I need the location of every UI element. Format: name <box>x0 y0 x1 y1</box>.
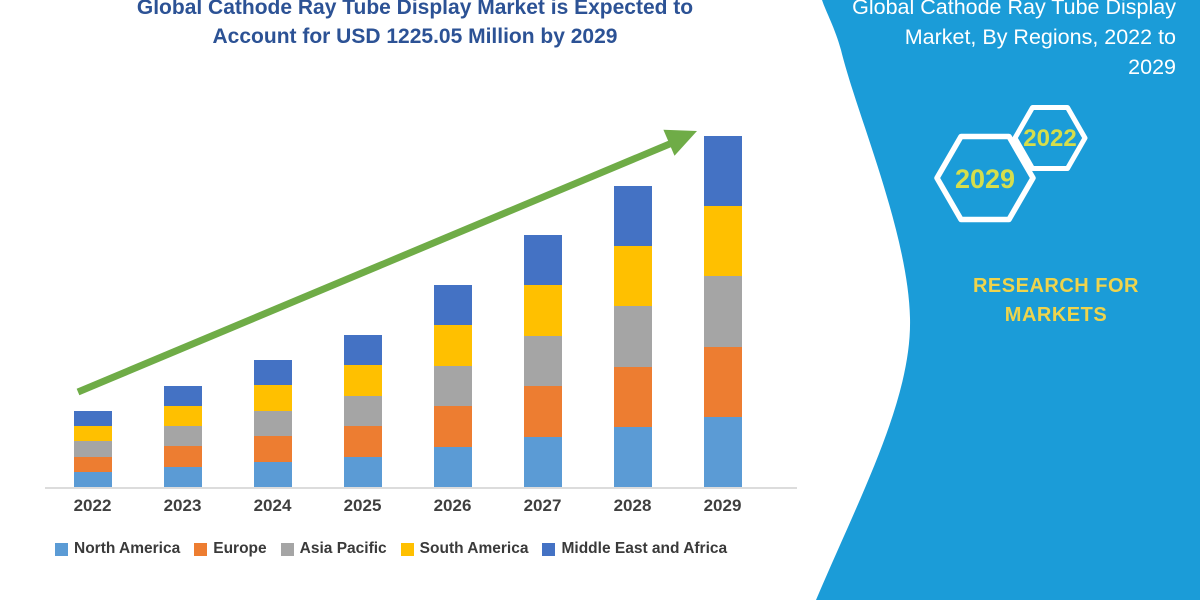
bar-2028-segment-asia-pacific <box>613 306 652 367</box>
bar-2027-segment-middle-east-and-africa <box>523 235 562 286</box>
bar-2029-segment-south-america <box>703 206 742 277</box>
bar-2026-segment-asia-pacific <box>433 365 472 407</box>
bar-2026-segment-middle-east-and-africa <box>433 285 472 326</box>
legend-label: Europe <box>213 540 267 557</box>
bar-2027-segment-europe <box>523 386 562 437</box>
bar-2028-segment-europe <box>613 366 652 427</box>
brand-line2: MARKETS <box>1004 304 1108 326</box>
bar-2029-segment-north-america <box>703 416 742 487</box>
legend-label: Middle East and Africa <box>561 540 728 557</box>
bar-2023-segment-europe <box>163 446 202 467</box>
legend-swatch-icon <box>55 542 68 556</box>
bar-2026-segment-north-america <box>433 446 472 487</box>
bar-2025-segment-south-america <box>343 365 382 396</box>
x-axis-label-2022: 2022 <box>73 496 112 515</box>
bar-2029-segment-middle-east-and-africa <box>703 136 742 207</box>
bar-2023 <box>163 385 202 487</box>
trend-arrow-shaft <box>76 139 674 396</box>
bar-2025 <box>343 335 382 487</box>
bar-2024 <box>253 359 292 487</box>
bar-2028 <box>613 186 652 487</box>
bar-2027 <box>523 235 562 487</box>
bar-2029-segment-asia-pacific <box>703 276 742 347</box>
x-axis-label-2023: 2023 <box>163 496 202 515</box>
bar-2026 <box>433 285 472 487</box>
bar-2023-segment-middle-east-and-africa <box>163 385 202 406</box>
bar-2024-segment-europe <box>253 436 292 462</box>
hexagon-2029-label: 2029 <box>955 164 1015 194</box>
bar-2028-segment-north-america <box>613 426 652 487</box>
chart-title: Global Cathode Ray Tube Display Market i… <box>65 0 765 51</box>
bar-2025-segment-north-america <box>343 456 382 487</box>
panel-heading-line1: Global Cathode Ray Tube Display <box>852 0 1176 19</box>
bar-2022-segment-north-america <box>73 471 112 487</box>
chart-legend: North America Europe Asia Pacific South Ame… <box>55 540 727 558</box>
bar-2026-segment-south-america <box>433 325 472 366</box>
hexagon-2022-label: 2022 <box>1023 125 1076 152</box>
brand-logo-text: RESEARCH FOR MARKETS <box>946 272 1166 330</box>
bar-2022-segment-asia-pacific <box>73 441 112 457</box>
hexagon-2022 <box>1012 105 1088 171</box>
legend-item-middle-east-and-africa: Middle East and Africa <box>542 540 727 558</box>
bar-2025-segment-asia-pacific <box>343 395 382 427</box>
panel-heading: Global Cathode Ray Tube Display Market, … <box>776 0 1176 82</box>
bar-2024-segment-asia-pacific <box>253 410 292 436</box>
x-axis-label-2029: 2029 <box>703 496 742 515</box>
bar-2028-segment-south-america <box>613 246 652 307</box>
legend-swatch-icon <box>194 542 208 556</box>
x-axis-label-2025: 2025 <box>343 496 382 515</box>
x-axis-label-2028: 2028 <box>613 496 652 515</box>
bar-2024-segment-middle-east-and-africa <box>253 359 292 385</box>
bar-2023-segment-north-america <box>163 466 202 487</box>
legend-item-asia-pacific: Asia Pacific <box>280 540 387 558</box>
legend-item-north-america: North America <box>55 540 180 558</box>
legend-item-south-america: South America <box>400 540 529 558</box>
legend-item-europe: Europe <box>194 540 267 558</box>
legend-label: South America <box>419 540 529 557</box>
x-axis-label-2026: 2026 <box>433 496 472 515</box>
chart-title-line2: Account for USD 1225.05 Million by 2029 <box>212 25 618 48</box>
bar-2024-segment-south-america <box>253 385 292 411</box>
bar-2024-segment-north-america <box>253 461 292 487</box>
legend-label: Asia Pacific <box>299 540 387 557</box>
bar-chart: 2022 2023 2024 2025 2026 2027 2028 2029 <box>73 136 742 515</box>
bar-2022 <box>73 411 112 487</box>
bar-2025-segment-europe <box>343 426 382 457</box>
chart-title-line1: Global Cathode Ray Tube Display Market i… <box>136 0 694 19</box>
x-axis-label-2027: 2027 <box>523 496 562 515</box>
legend-swatch-icon <box>280 542 294 556</box>
x-axis-line <box>45 487 797 489</box>
panel-heading-line2: Market, By Regions, 2022 to <box>904 25 1176 49</box>
bar-2022-segment-south-america <box>73 426 112 442</box>
legend-swatch-icon <box>400 542 414 556</box>
bar-2023-segment-south-america <box>163 405 202 427</box>
bar-2027-segment-asia-pacific <box>523 335 562 387</box>
trend-arrow-head <box>663 129 697 156</box>
legend-label: North America <box>74 540 181 557</box>
bar-2026-segment-europe <box>433 406 472 447</box>
legend-swatch-icon <box>542 542 556 556</box>
panel-heading-line3: 2029 <box>1128 55 1176 79</box>
bar-2027-segment-north-america <box>523 436 562 487</box>
bar-2023-segment-asia-pacific <box>163 426 202 447</box>
bar-2028-segment-middle-east-and-africa <box>613 186 652 247</box>
brand-panel-shape <box>816 0 1200 600</box>
bar-2022-segment-europe <box>73 456 112 472</box>
x-axis-label-2024: 2024 <box>253 496 292 515</box>
bar-2029-segment-europe <box>703 346 742 417</box>
bar-2025-segment-middle-east-and-africa <box>343 335 382 366</box>
bar-2022-segment-middle-east-and-africa <box>73 411 112 427</box>
hexagon-2029 <box>934 133 1036 223</box>
brand-line1: RESEARCH FOR <box>972 275 1139 297</box>
bar-2027-segment-south-america <box>523 285 562 336</box>
bar-2029 <box>703 136 742 487</box>
